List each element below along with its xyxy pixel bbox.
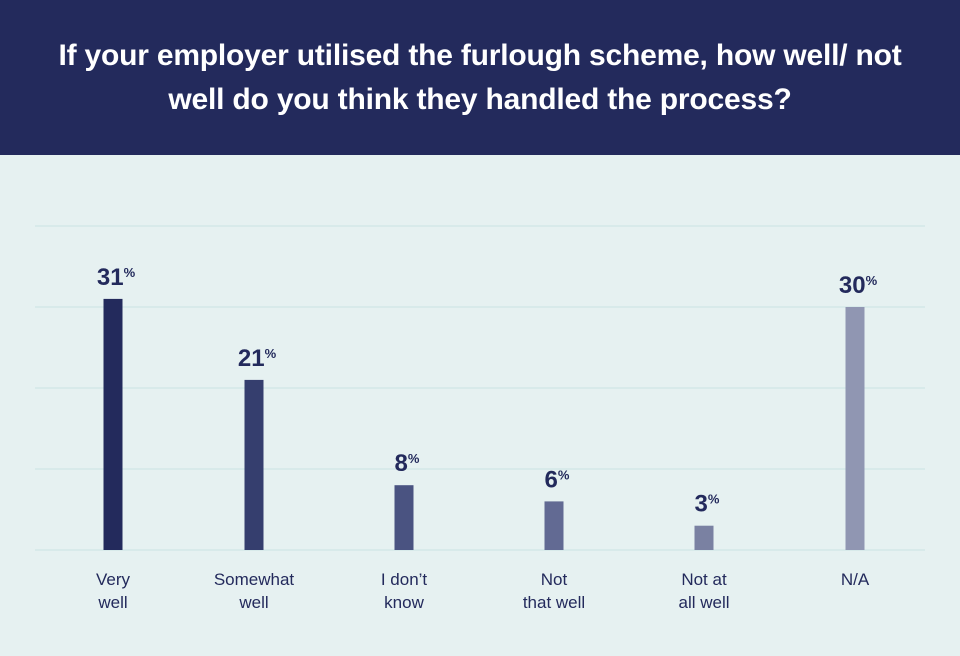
bar bbox=[845, 307, 865, 550]
category-labels: Very well Somewhat well I don’t know Not that w… bbox=[96, 570, 870, 612]
chart-title: If your employer utilised the furlough s… bbox=[58, 38, 902, 116]
value-labels: 31% 21% 8% 6% 3% 30% bbox=[97, 264, 878, 518]
bar bbox=[103, 298, 123, 550]
category-label: Somewhat well bbox=[214, 570, 295, 612]
bar bbox=[394, 485, 414, 550]
value-label: 31% bbox=[97, 264, 136, 291]
bar-chart: 31% 21% 8% 6% 3% 30% Very well Somewhat well I do… bbox=[35, 225, 925, 612]
bar bbox=[244, 379, 264, 550]
value-label: 30% bbox=[839, 272, 878, 299]
category-label: Not at all well bbox=[678, 570, 729, 612]
title-banner: If your employer utilised the furlough s… bbox=[0, 0, 960, 155]
bar bbox=[694, 525, 714, 550]
category-label: Not that well bbox=[523, 570, 585, 612]
value-label: 3% bbox=[695, 491, 720, 518]
category-label: I don’t know bbox=[381, 570, 428, 612]
category-label: N/A bbox=[841, 570, 870, 589]
category-label: Very well bbox=[96, 570, 131, 612]
value-label: 21% bbox=[238, 345, 277, 372]
bar bbox=[544, 501, 564, 550]
value-label: 6% bbox=[545, 466, 570, 493]
bars bbox=[103, 298, 865, 550]
value-label: 8% bbox=[395, 450, 420, 477]
gridlines bbox=[35, 225, 925, 551]
